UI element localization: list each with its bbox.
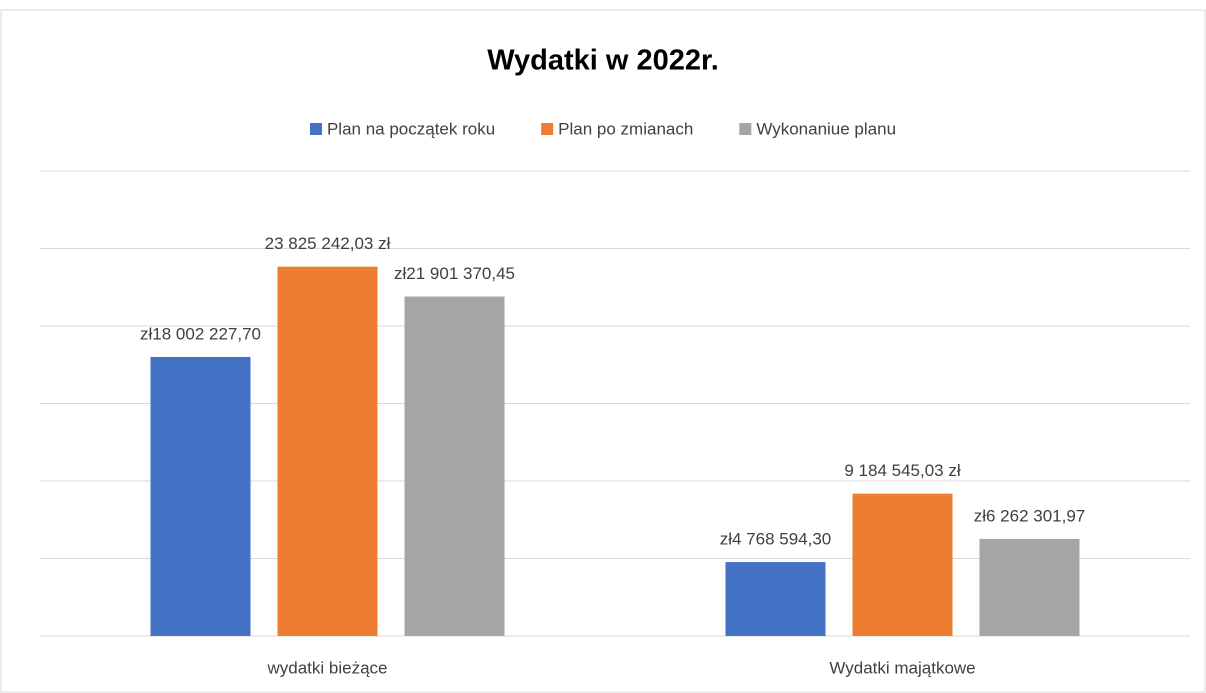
bar <box>150 356 251 636</box>
bar <box>404 296 505 636</box>
x-tick-label: wydatki bieżące <box>266 658 387 677</box>
data-label: zł21 901 370,45 <box>394 264 515 283</box>
bar <box>979 538 1080 636</box>
bar <box>852 493 953 636</box>
bar <box>725 562 826 636</box>
data-label: zł6 262 301,97 <box>974 506 1086 525</box>
data-label: 9 184 545,03 zł <box>844 461 960 480</box>
data-label: zł4 768 594,30 <box>720 530 832 549</box>
data-label: 23 825 242,03 zł <box>265 234 391 253</box>
x-tick-label: Wydatki majątkowe <box>829 658 975 677</box>
legend-label: Plan po zmianach <box>558 119 693 138</box>
bar <box>277 266 378 636</box>
legend-swatch <box>309 123 322 135</box>
legend-swatch <box>739 123 752 135</box>
data-label: zł18 002 227,70 <box>140 324 261 343</box>
chart-title: Wydatki w 2022r. <box>487 45 719 77</box>
legend-label: Plan na początek roku <box>327 119 495 138</box>
legend-label: Wykonaniue planu <box>756 119 896 138</box>
legend-swatch <box>541 123 554 135</box>
